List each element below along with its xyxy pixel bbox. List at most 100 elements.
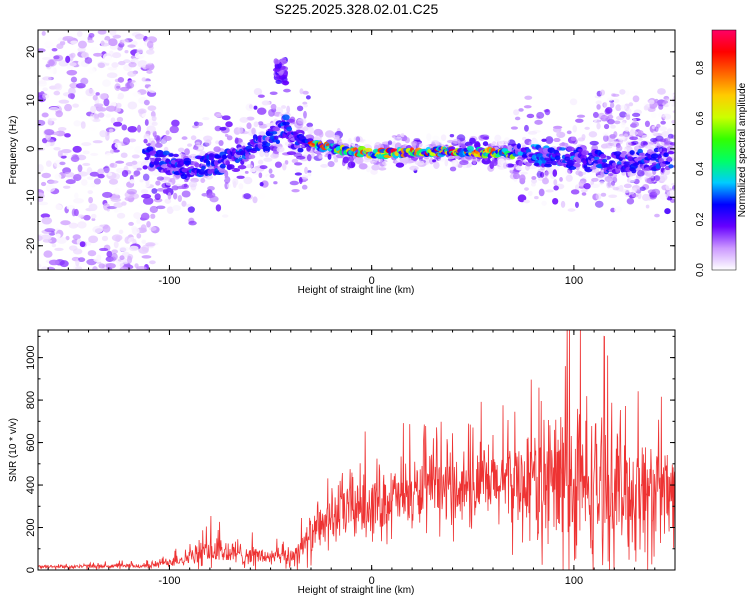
heatmap-cell [256,107,267,115]
heatmap-cell [145,242,156,247]
heatmap-cell [599,153,607,159]
heatmap-cell [70,40,78,45]
heatmap-cell [54,247,64,252]
heatmap-cell [590,183,600,188]
heatmap-cell [151,121,158,126]
heatmap-cell [47,180,59,184]
heatmap-cell [99,247,109,252]
heatmap-cell [213,146,221,153]
heatmap-cell [51,47,58,52]
heatmap-cell [259,165,268,170]
heatmap-cell [54,83,61,89]
heatmap-cell [55,130,66,137]
heatmap-cell [146,220,151,228]
heatmap-cell [188,181,198,188]
heatmap-cell [195,141,201,146]
heatmap-cell [355,156,364,165]
heatmap-cell [570,189,580,195]
heatmap-cell [613,131,618,138]
heatmap-cell [564,169,571,176]
heatmap-cell [44,41,54,47]
heatmap-cell [77,257,86,263]
heatmap-cell [206,160,211,165]
heatmap-cell [531,178,538,184]
heatmap-cell [127,101,138,110]
heatmap-cell [121,38,129,44]
heatmap-cell [242,158,249,162]
heatmap-cell [502,162,508,169]
heatmap-cell [136,218,141,224]
heatmap-cell [185,204,192,208]
heatmap-cell [429,157,434,165]
heatmap-cell [566,146,575,152]
heatmap-cell [172,153,179,158]
heatmap-cell [307,172,312,177]
heatmap-cell [544,171,550,176]
heatmap-cell [111,249,119,254]
heatmap-cell [426,133,432,142]
heatmap-cell [221,154,228,160]
heatmap-cell [626,197,635,205]
heatmap-cell [114,142,122,149]
heatmap-cell [146,40,154,49]
heatmap-cell [318,155,323,159]
heatmap-cell [139,179,144,183]
heatmap-cell [275,139,280,145]
snr-frame [37,329,676,571]
heatmap-cell [567,208,576,212]
heatmap-cell [171,185,179,191]
heatmap-cell [53,90,61,96]
heatmap-cell [307,170,312,174]
heatmap-cell [218,176,226,181]
heatmap-cell [600,192,607,197]
spectrogram-y-tick-label: 20 [25,46,37,58]
heatmap-cell [491,159,498,167]
heatmap-cell [626,108,632,115]
heatmap-cell [74,192,79,199]
snr-y-tick-label: 1000 [25,345,37,369]
heatmap-cell [106,250,113,258]
heatmap-cell [584,126,590,130]
heatmap-cell [173,192,178,200]
heatmap-cell [136,124,142,133]
spectrogram-x-axis-label: Height of straight line (km) [298,285,415,296]
heatmap-cell [183,160,191,166]
heatmap-cell [602,143,611,149]
heatmap-cell [303,103,308,108]
heatmap-cell [253,87,263,96]
heatmap-cell [197,126,204,131]
heatmap-cell [79,241,86,248]
heatmap-cell [595,193,602,200]
heatmap-cell [527,130,538,135]
heatmap-cell [79,114,89,119]
heatmap-cell [83,214,91,221]
heatmap-cell [81,142,92,147]
heatmap-cell [79,103,88,109]
heatmap-cell [105,262,116,269]
heatmap-cell [595,100,602,105]
heatmap-cell [136,266,147,270]
heatmap-cell [168,153,174,157]
heatmap-cell [393,136,403,142]
snr-y-tick-label: 0 [25,567,37,573]
heatmap-cell [85,88,95,97]
heatmap-cell [641,134,650,140]
heatmap-cell [155,180,161,186]
heatmap-cell [273,58,279,65]
heatmap-cell [134,145,143,154]
heatmap-cell [219,126,227,131]
heatmap-cell [619,89,626,95]
heatmap-cell [596,104,601,110]
heatmap-cell [136,48,144,54]
heatmap-cell [49,51,55,60]
snr-x-tick-label: 100 [565,575,583,587]
heatmap-cell [632,90,639,95]
heatmap-cell [659,138,667,143]
heatmap-cell [80,179,88,186]
heatmap-cell [552,169,558,177]
heatmap-cell [307,154,312,162]
heatmap-cell [96,254,102,261]
heatmap-cell [97,62,105,69]
heatmap-cell [603,101,608,108]
heatmap-cell [55,233,61,238]
